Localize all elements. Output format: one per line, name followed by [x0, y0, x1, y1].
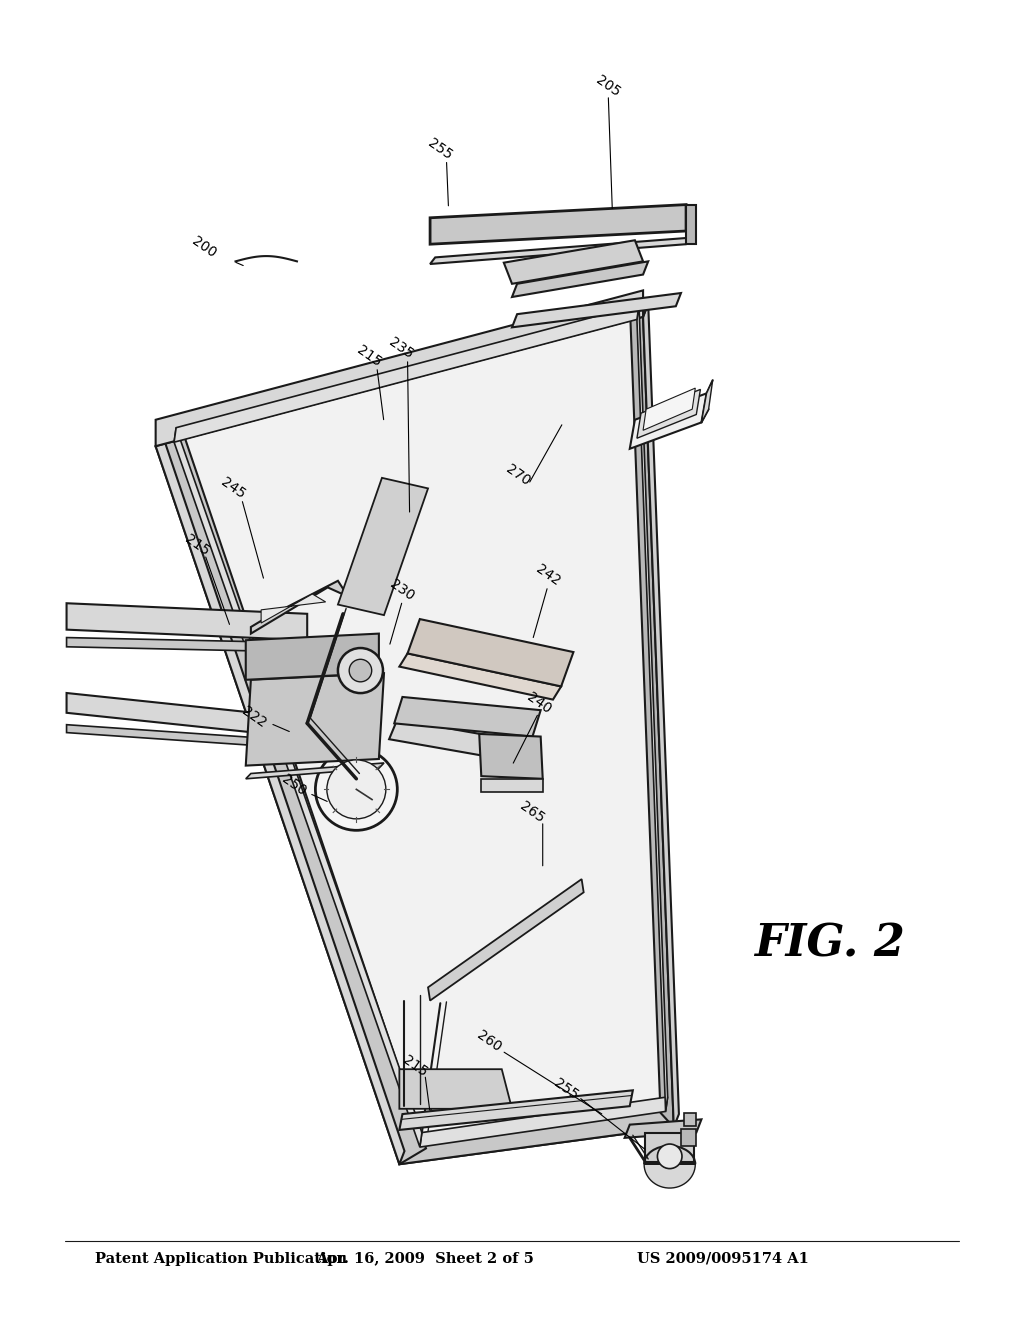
Polygon shape	[399, 653, 561, 700]
Polygon shape	[504, 240, 643, 284]
Polygon shape	[479, 734, 543, 779]
Polygon shape	[174, 305, 639, 442]
Text: Patent Application Publication: Patent Application Publication	[95, 1251, 347, 1266]
Polygon shape	[174, 319, 666, 1147]
Polygon shape	[156, 430, 426, 1164]
Polygon shape	[156, 290, 643, 446]
Text: Apr. 16, 2009  Sheet 2 of 5: Apr. 16, 2009 Sheet 2 of 5	[316, 1251, 534, 1266]
Text: 242: 242	[534, 562, 562, 589]
Text: 215: 215	[182, 532, 211, 558]
Text: 235: 235	[387, 335, 416, 362]
Polygon shape	[684, 1113, 696, 1126]
Polygon shape	[420, 1097, 668, 1147]
Polygon shape	[67, 693, 317, 739]
Polygon shape	[512, 293, 681, 327]
Polygon shape	[156, 433, 404, 1164]
Polygon shape	[625, 1119, 701, 1138]
Text: 255: 255	[426, 136, 455, 162]
Polygon shape	[399, 1090, 633, 1130]
Polygon shape	[630, 393, 707, 449]
Polygon shape	[686, 205, 696, 244]
Circle shape	[338, 648, 383, 693]
Text: FIG. 2: FIG. 2	[754, 923, 905, 965]
Polygon shape	[174, 428, 422, 1147]
Polygon shape	[630, 302, 674, 1127]
Text: 255: 255	[552, 1076, 581, 1102]
Text: 230: 230	[388, 577, 417, 603]
Text: 222: 222	[240, 704, 268, 730]
Text: 245: 245	[219, 475, 248, 502]
Polygon shape	[512, 261, 648, 297]
Text: 250: 250	[280, 772, 308, 799]
Text: 240: 240	[524, 690, 553, 717]
Polygon shape	[399, 1069, 512, 1109]
Text: 265: 265	[518, 799, 547, 825]
Text: US 2009/0095174 A1: US 2009/0095174 A1	[637, 1251, 809, 1266]
Circle shape	[327, 760, 386, 818]
Polygon shape	[399, 1109, 674, 1164]
Polygon shape	[408, 619, 573, 686]
Polygon shape	[156, 304, 648, 446]
Circle shape	[315, 748, 397, 830]
Polygon shape	[246, 763, 384, 779]
Polygon shape	[430, 205, 686, 244]
Text: 270: 270	[504, 462, 532, 488]
Polygon shape	[67, 638, 307, 652]
Text: 215: 215	[400, 1053, 429, 1080]
Polygon shape	[643, 304, 679, 1127]
Polygon shape	[389, 719, 510, 759]
Polygon shape	[637, 305, 668, 1111]
Circle shape	[349, 659, 372, 682]
Circle shape	[657, 1144, 682, 1168]
Polygon shape	[701, 380, 713, 422]
Polygon shape	[481, 779, 543, 792]
Polygon shape	[428, 879, 584, 1001]
Polygon shape	[394, 697, 541, 737]
Polygon shape	[67, 725, 317, 750]
Polygon shape	[637, 389, 700, 438]
Polygon shape	[643, 388, 695, 430]
Polygon shape	[430, 238, 691, 264]
Text: 205: 205	[594, 73, 623, 99]
Polygon shape	[261, 594, 326, 623]
Polygon shape	[645, 1133, 694, 1162]
Polygon shape	[246, 634, 379, 680]
Polygon shape	[644, 1164, 695, 1188]
Text: 215: 215	[354, 343, 383, 370]
Polygon shape	[251, 581, 348, 634]
Polygon shape	[399, 1107, 674, 1164]
Text: 260: 260	[475, 1028, 504, 1055]
Polygon shape	[67, 603, 307, 640]
Polygon shape	[338, 478, 428, 615]
Polygon shape	[246, 673, 384, 766]
Text: 200: 200	[189, 234, 219, 260]
Polygon shape	[681, 1129, 696, 1146]
